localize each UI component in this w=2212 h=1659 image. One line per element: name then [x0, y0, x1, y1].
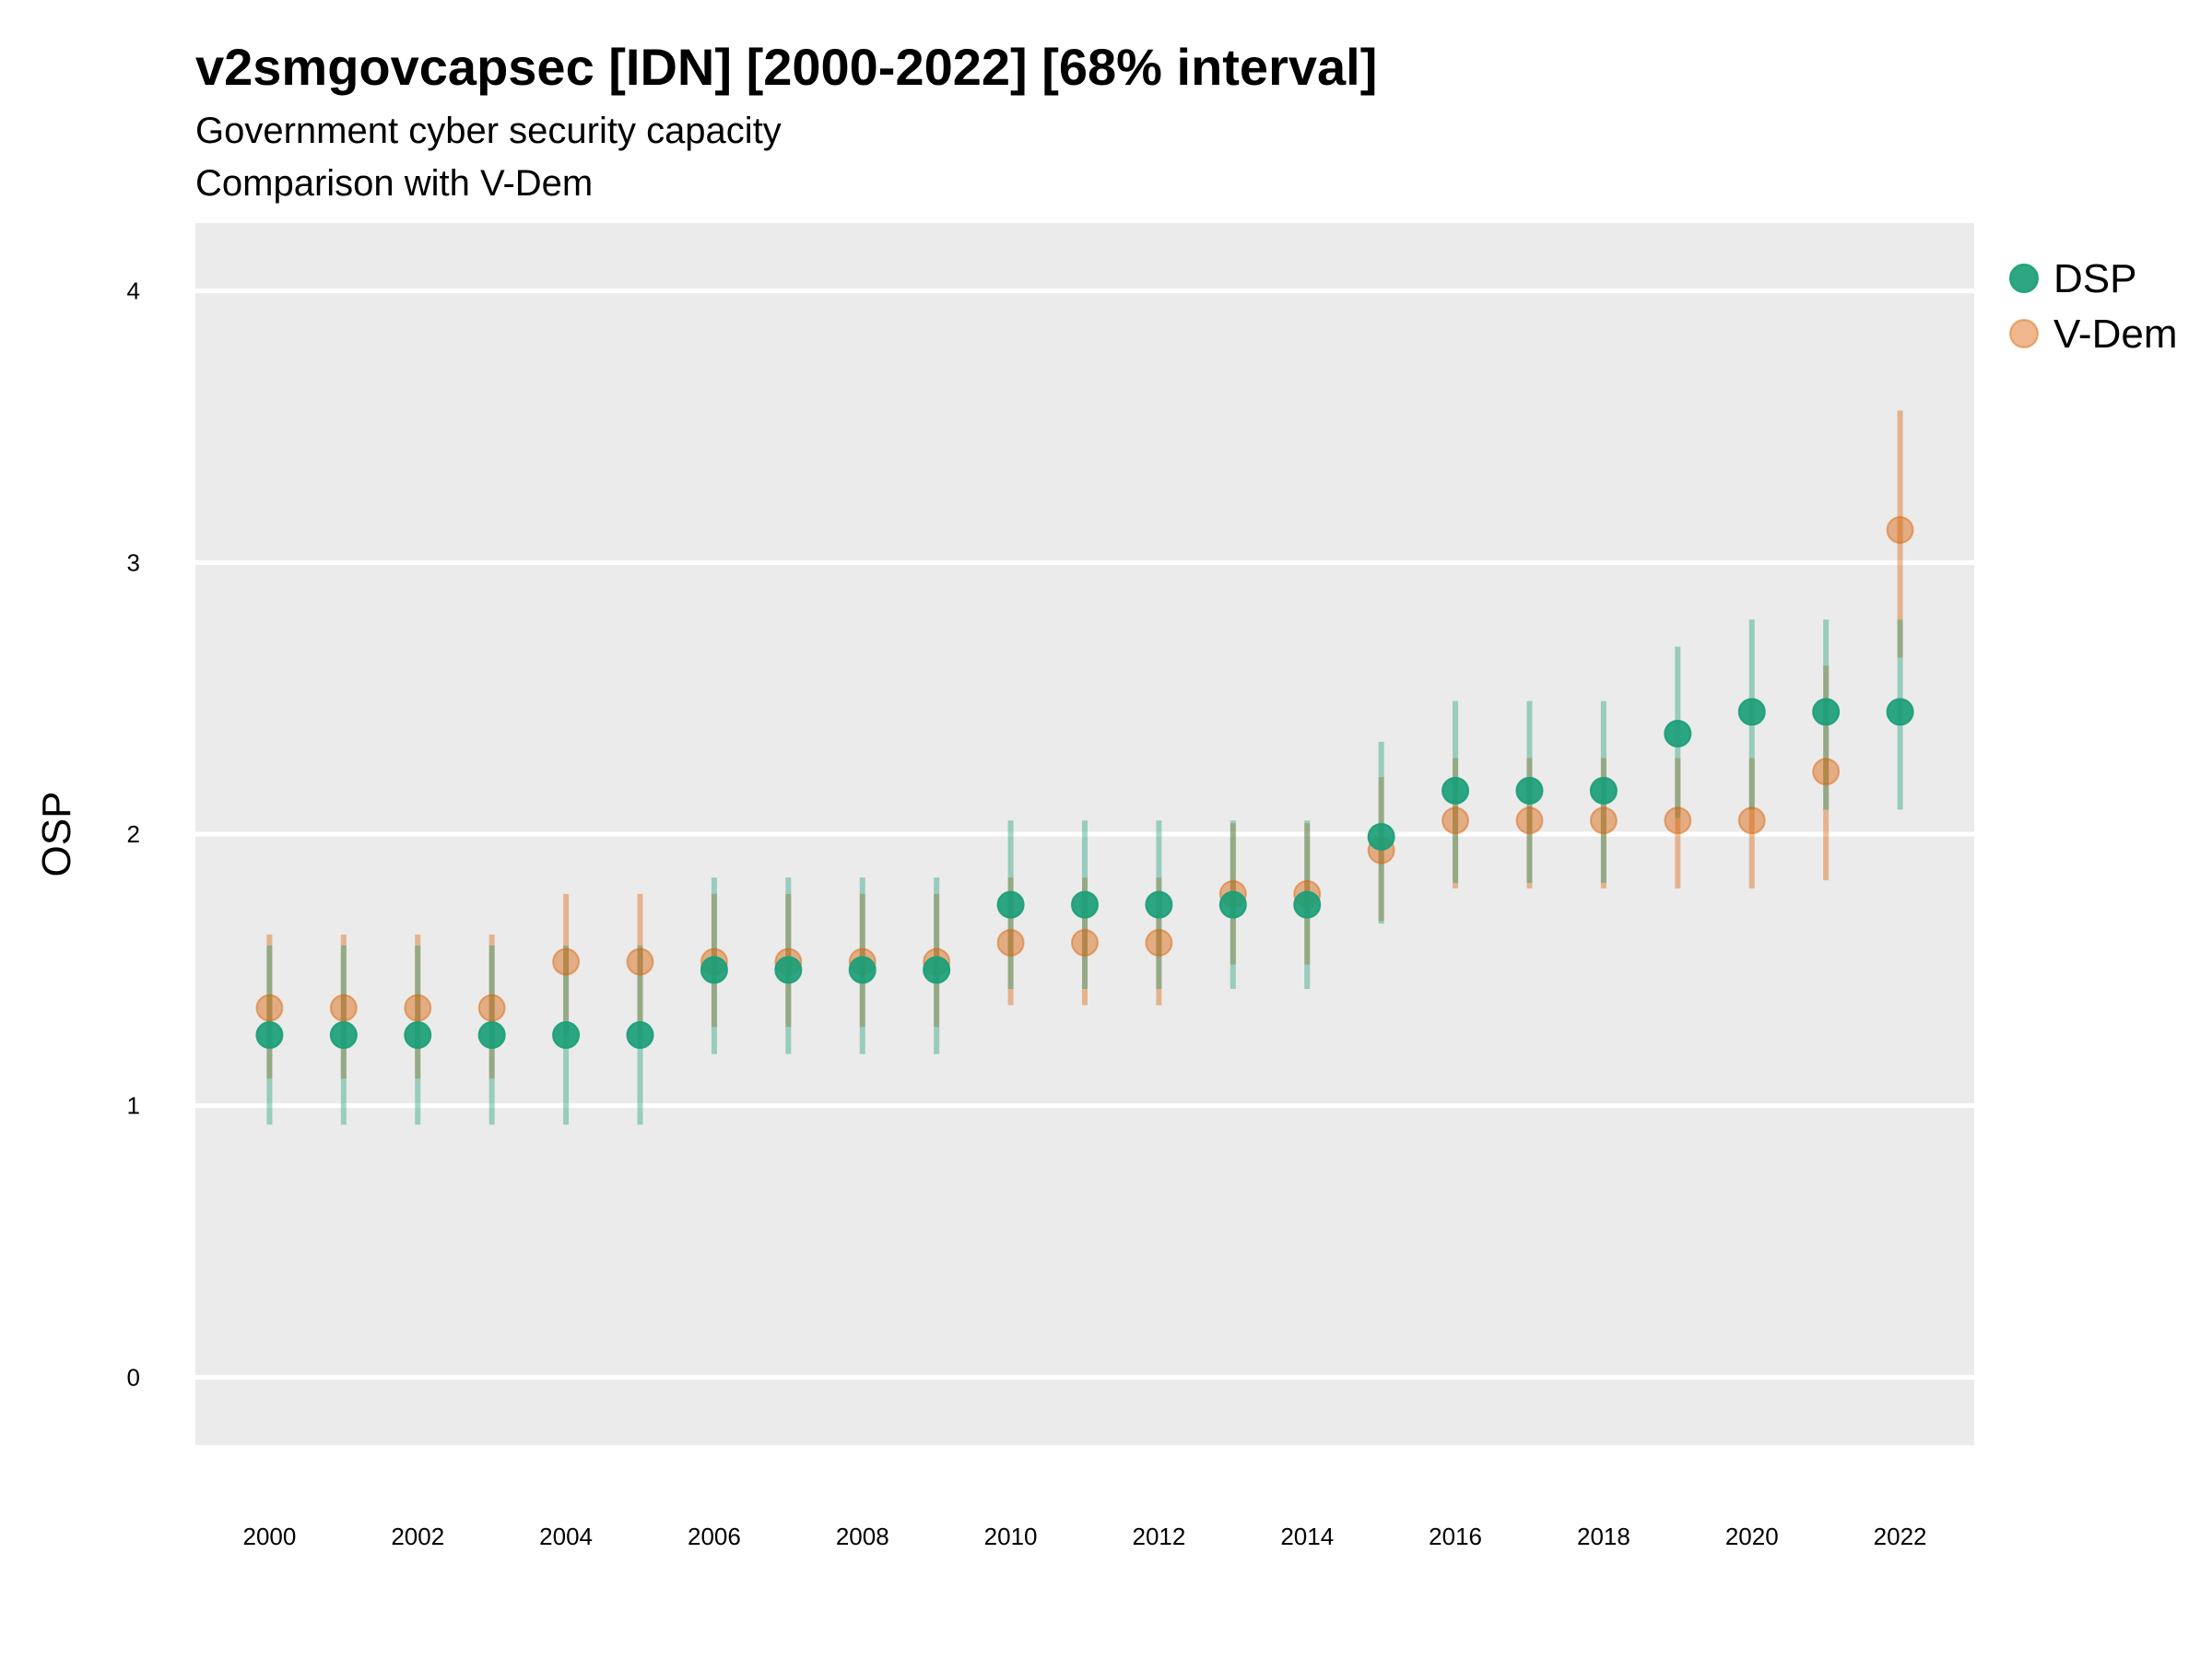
point-dsp	[996, 890, 1025, 919]
point-dsp	[255, 1021, 284, 1050]
x-tick-label: 2016	[1429, 1523, 1482, 1550]
point-dsp	[923, 956, 951, 984]
point-v-dem	[552, 947, 581, 976]
x-tick-labels: 2000 2002 2004 2006 2008 2010 2012 2014 2016 2018…	[242, 1523, 1926, 1550]
point-v-dem	[404, 994, 432, 1022]
point-v-dem	[255, 994, 284, 1022]
x-tick-label: 2002	[391, 1523, 444, 1550]
point-dsp	[1441, 776, 1470, 805]
point-dsp	[1145, 890, 1173, 919]
point-dsp	[848, 956, 877, 984]
point-dsp	[329, 1021, 358, 1050]
y-tick-label: 2	[127, 820, 140, 848]
point-v-dem	[996, 928, 1025, 957]
point-v-dem	[1515, 806, 1544, 835]
point-dsp	[1737, 698, 1766, 726]
point-v-dem	[1664, 806, 1692, 835]
y-tick-label: 3	[127, 548, 140, 576]
point-dsp	[1886, 698, 1914, 726]
point-dsp	[1218, 890, 1247, 919]
legend-label: V-Dem	[2053, 312, 2177, 357]
x-tick-label: 2020	[1725, 1523, 1779, 1550]
point-dsp	[1293, 890, 1322, 919]
x-tick-label: 2000	[242, 1523, 296, 1550]
y-tick-label: 1	[127, 1092, 140, 1120]
x-tick-label: 2014	[1280, 1523, 1334, 1550]
y-axis-label: OSP	[34, 792, 79, 877]
point-dsp	[552, 1021, 581, 1050]
chart-title: v2smgovcapsec [IDN] [2000-2022] [68% int…	[195, 38, 1377, 96]
y-tick-label: 0	[127, 1363, 140, 1391]
point-dsp	[477, 1021, 506, 1050]
point-dsp	[1367, 822, 1395, 851]
point-v-dem	[1145, 928, 1173, 957]
point-dsp	[1515, 776, 1544, 805]
point-v-dem	[1441, 806, 1470, 835]
point-v-dem	[1589, 806, 1618, 835]
point-dsp	[1589, 776, 1618, 805]
point-dsp	[1664, 719, 1692, 747]
chart-subtitle: Government cyber security capacity	[195, 111, 782, 151]
point-dsp	[700, 956, 728, 984]
legend: DSP V-Dem	[2009, 256, 2177, 357]
point-dsp	[1071, 890, 1099, 919]
y-tick-labels: 0 1 2 3 4	[127, 277, 140, 1392]
x-tick-label: 2010	[984, 1523, 1038, 1550]
point-v-dem	[626, 947, 654, 976]
x-tick-label: 2008	[836, 1523, 889, 1550]
x-tick-label: 2022	[1874, 1523, 1927, 1550]
legend-key-dsp	[2009, 264, 2039, 293]
point-v-dem	[1071, 928, 1099, 957]
point-v-dem	[1737, 806, 1766, 835]
point-v-dem	[477, 994, 506, 1022]
x-tick-label: 2018	[1577, 1523, 1630, 1550]
legend-label: DSP	[2053, 256, 2136, 301]
x-tick-label: 2012	[1132, 1523, 1185, 1550]
gridlines	[195, 288, 1974, 1380]
point-v-dem	[1812, 758, 1841, 786]
x-tick-label: 2004	[539, 1523, 593, 1550]
point-v-dem	[1886, 515, 1914, 544]
point-dsp	[404, 1021, 432, 1050]
chart-subtitle-2: Comparison with V-Dem	[195, 163, 593, 204]
point-dsp	[626, 1021, 654, 1050]
point-dsp	[1812, 698, 1841, 726]
point-v-dem	[329, 994, 358, 1022]
y-tick-label: 4	[127, 277, 140, 305]
data-marks	[255, 410, 1914, 1125]
point-dsp	[774, 956, 803, 984]
legend-key-v-dem	[2009, 319, 2039, 348]
x-tick-label: 2006	[688, 1523, 741, 1550]
